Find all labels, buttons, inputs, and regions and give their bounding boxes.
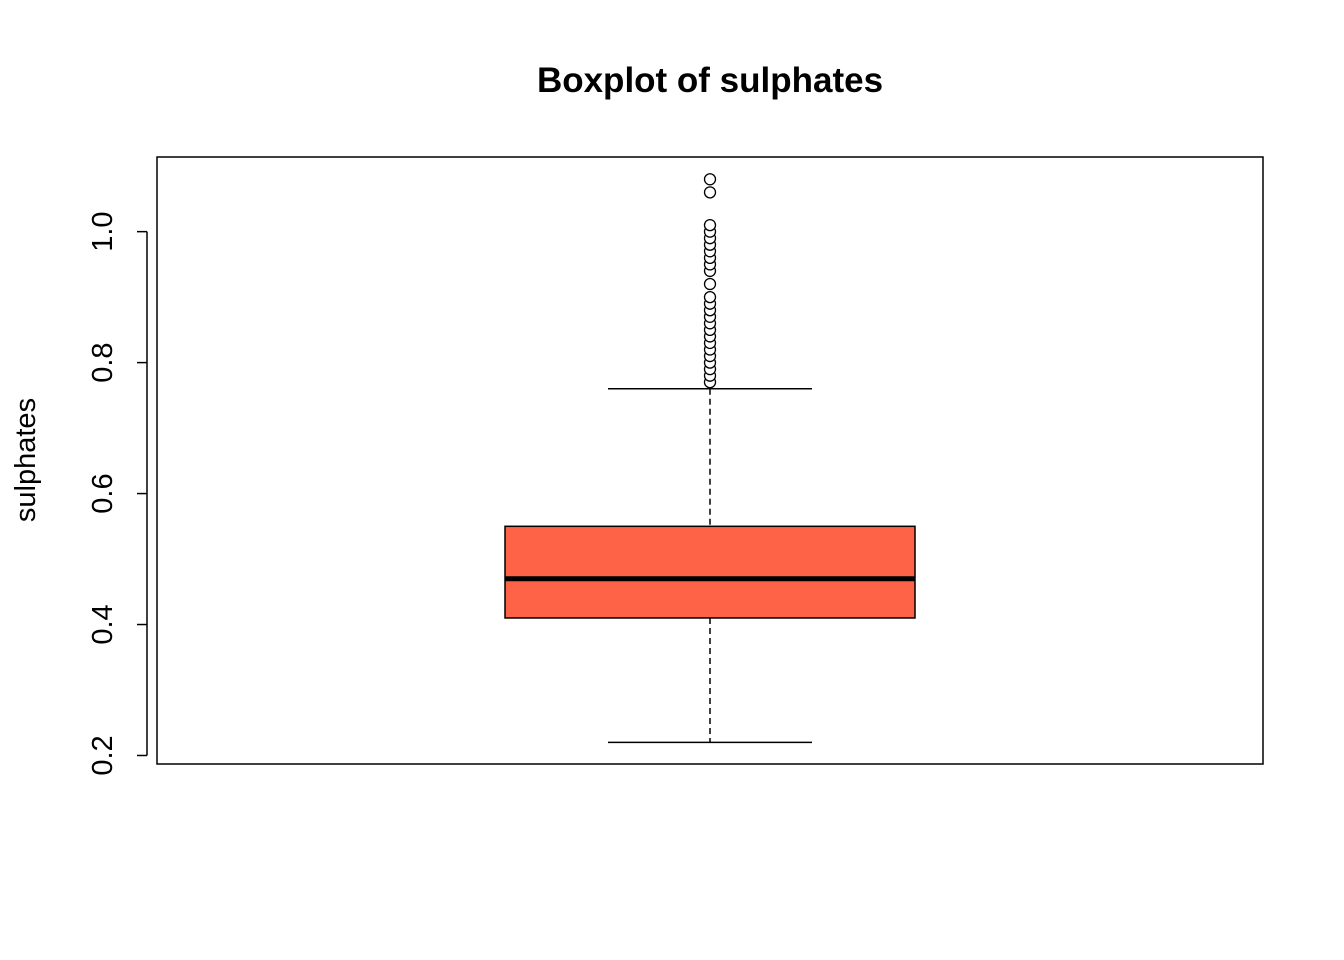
chart-title: Boxplot of sulphates [537, 61, 883, 100]
plot-frame [156, 156, 1264, 765]
y-tick-label: 0.6 [87, 473, 119, 513]
y-tick-label: 1.0 [87, 211, 119, 251]
iqr-box [504, 525, 916, 619]
y-tick-label: 0.2 [87, 735, 119, 775]
outlier-point [703, 186, 717, 199]
y-axis-label: sulphates [10, 398, 42, 522]
outlier-point [703, 218, 717, 232]
outlier-point [703, 290, 717, 304]
y-tick-label: 0.8 [87, 342, 119, 382]
boxplot [504, 388, 916, 744]
y-axis: 0.2 0.4 0.6 0.8 1.0 [87, 211, 148, 776]
y-tick-label: 0.4 [87, 604, 119, 644]
outliers [703, 173, 717, 389]
outlier-point [703, 173, 717, 186]
outlier-point [703, 277, 717, 291]
